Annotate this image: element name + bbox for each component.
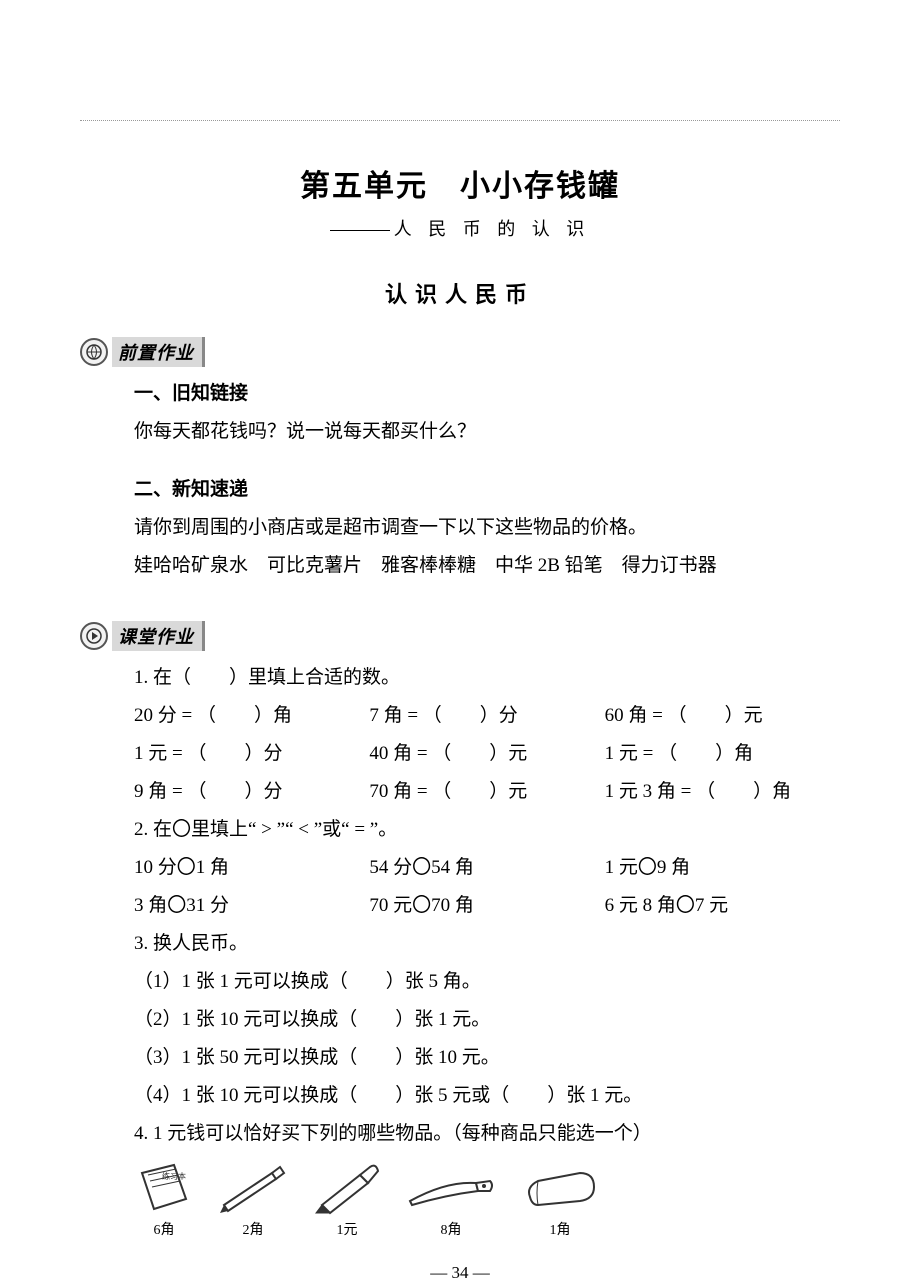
unit-subtitle: 人 民 币 的 认 识 [80,215,840,241]
subtitle-dash [330,230,390,231]
badge-class-label: 课堂作业 [112,621,205,651]
badge-pre-homework: 前置作业 [80,337,840,367]
q1-cell: 9 角 = （ ）分 [134,773,369,811]
q2-cell: 54 分〇54 角 [369,849,604,887]
q3-line: （3）1 张 50 元可以换成（ ）张 10 元。 [134,1039,840,1077]
item-label: 2角 [218,1217,288,1245]
subtitle-text: 人 民 币 的 认 识 [394,219,591,239]
q1-cell: 7 角 = （ ）分 [369,697,604,735]
q3-line: （2）1 张 10 元可以换成（ ）张 1 元。 [134,1001,840,1039]
q1-prompt: 1. 在（ ）里填上合适的数。 [134,659,840,697]
item-knife: 8角 [406,1161,496,1245]
globe-icon [80,338,108,366]
q4-items: 练习本 6角 2角 1元 [134,1161,840,1245]
item-notebook: 练习本 6角 [134,1161,194,1245]
q2-row-0: 10 分〇1 角 54 分〇54 角 1 元〇9 角 [134,849,840,887]
section-1-heading: 一、旧知链接 [134,375,840,413]
item-pencil: 2角 [218,1161,288,1245]
q3-line: （4）1 张 10 元可以换成（ ）张 5 元或（ ）张 1 元。 [134,1077,840,1115]
header-divider [80,120,840,121]
q4-prompt: 4. 1 元钱可以恰好买下列的哪些物品。（每种商品只能选一个） [134,1115,840,1153]
item-fountain-pen: 1元 [312,1161,382,1245]
q2-cell: 6 元 8 角〇7 元 [605,887,840,925]
lesson-title: 认识人民币 [80,277,840,309]
badge-class-homework: 课堂作业 [80,621,840,651]
q2-prompt: 2. 在〇里填上“ > ”“ < ”或“ = ”。 [134,811,840,849]
q1-cell: 70 角 = （ ）元 [369,773,604,811]
q1-row-1: 1 元 = （ ）分 40 角 = （ ）元 1 元 = （ ）角 [134,735,840,773]
play-icon [80,622,108,650]
q1-row-0: 20 分 = （ ）角 7 角 = （ ）分 60 角 = （ ）元 [134,697,840,735]
svg-text:练习本: 练习本 [162,1171,186,1181]
fountain-pen-icon [312,1161,382,1215]
section-1: 一、旧知链接 你每天都花钱吗？说一说每天都买什么？ [134,375,840,451]
section-2-text-1: 请你到周围的小商店或是超市调查一下以下这些物品的价格。 [134,509,840,547]
question-1: 1. 在（ ）里填上合适的数。 20 分 = （ ）角 7 角 = （ ）分 6… [134,659,840,1245]
badge-pre-label: 前置作业 [112,337,205,367]
q2-cell: 3 角〇31 分 [134,887,369,925]
unit-title: 第五单元 小小存钱罐 [80,161,840,205]
q1-cell: 60 角 = （ ）元 [605,697,840,735]
eraser-icon [520,1161,600,1215]
knife-icon [406,1161,496,1215]
q2-cell: 1 元〇9 角 [605,849,840,887]
q3-line: （1）1 张 1 元可以换成（ ）张 5 角。 [134,963,840,1001]
section-2-text-2: 娃哈哈矿泉水 可比克薯片 雅客棒棒糖 中华 2B 铅笔 得力订书器 [134,547,840,585]
q1-cell: 1 元 = （ ）角 [605,735,840,773]
item-eraser: 1角 [520,1161,600,1245]
item-label: 1元 [312,1217,382,1245]
item-label: 1角 [520,1217,600,1245]
pencil-icon [218,1161,288,1215]
item-label: 6角 [134,1217,194,1245]
q2-row-1: 3 角〇31 分 70 元〇70 角 6 元 8 角〇7 元 [134,887,840,925]
notebook-icon: 练习本 [134,1161,194,1215]
q1-cell: 40 角 = （ ）元 [369,735,604,773]
q2-cell: 10 分〇1 角 [134,849,369,887]
q1-cell: 20 分 = （ ）角 [134,697,369,735]
item-label: 8角 [406,1217,496,1245]
section-1-text: 你每天都花钱吗？说一说每天都买什么？ [134,413,840,451]
q3-prompt: 3. 换人民币。 [134,925,840,963]
section-2-heading: 二、新知速递 [134,471,840,509]
section-2: 二、新知速递 请你到周围的小商店或是超市调查一下以下这些物品的价格。 娃哈哈矿泉… [134,471,840,585]
page-number: — 34 — [80,1263,840,1283]
page-content: 第五单元 小小存钱罐 人 民 币 的 认 识 认识人民币 前置作业 一、旧知链接… [0,0,920,1283]
q1-row-2: 9 角 = （ ）分 70 角 = （ ）元 1 元 3 角 = （ ）角 [134,773,840,811]
q1-cell: 1 元 = （ ）分 [134,735,369,773]
q1-cell: 1 元 3 角 = （ ）角 [605,773,840,811]
q2-cell: 70 元〇70 角 [369,887,604,925]
